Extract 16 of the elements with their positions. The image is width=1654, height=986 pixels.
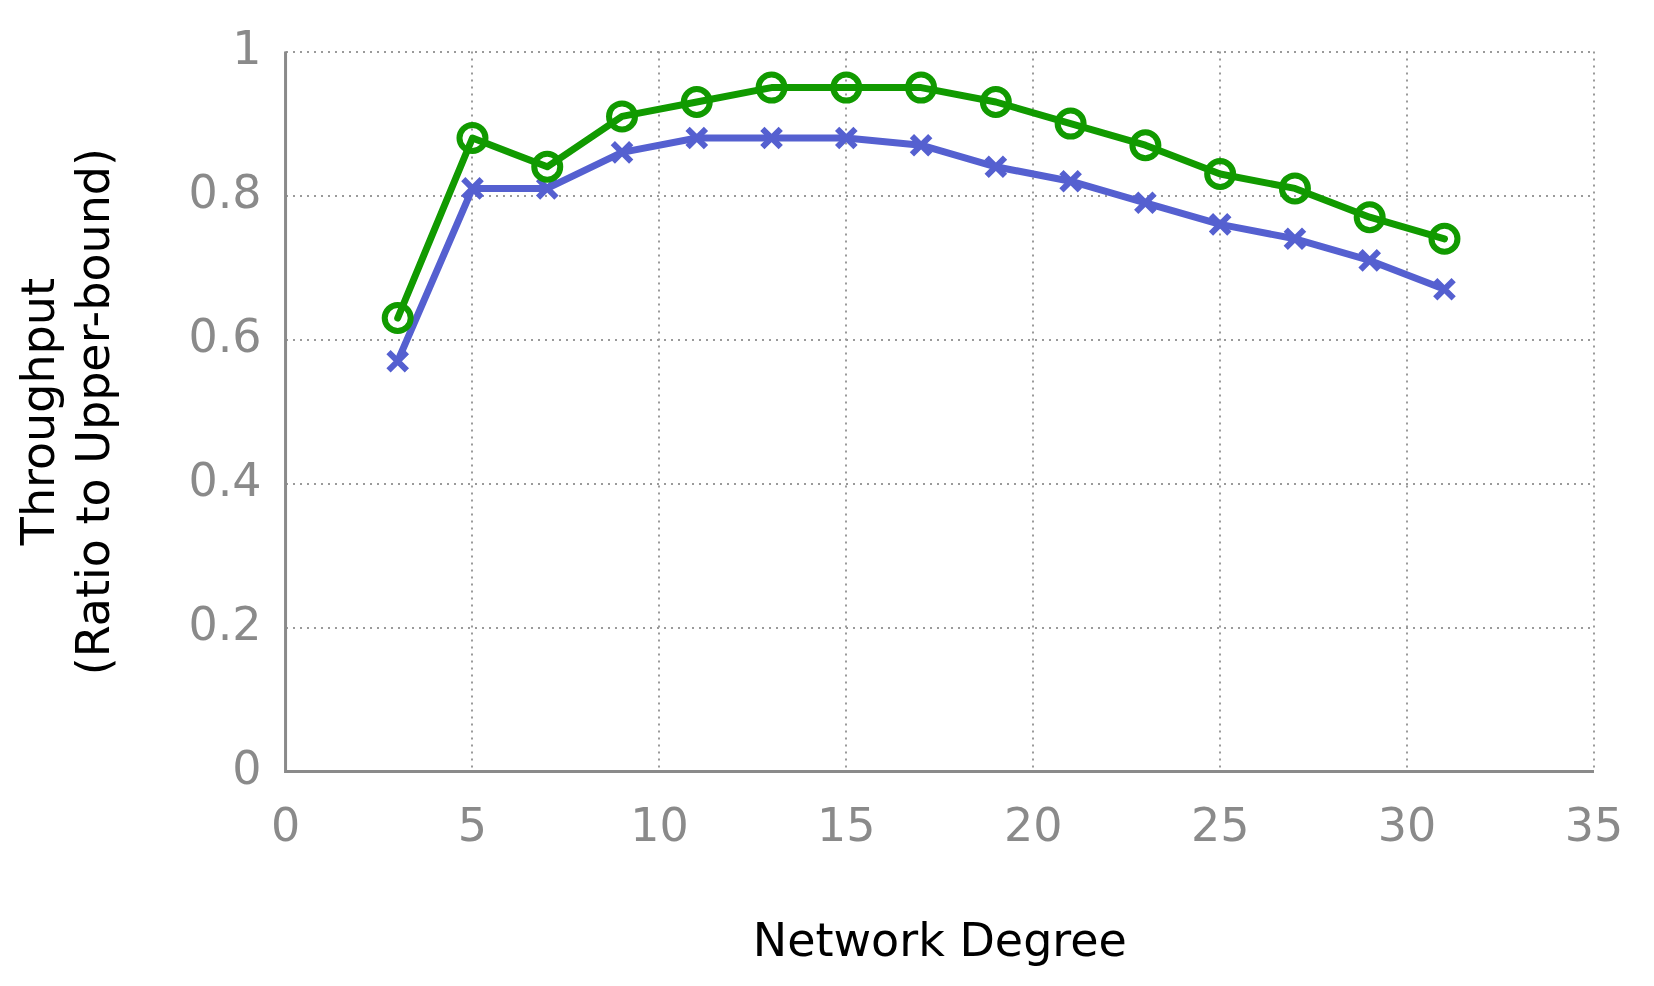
y-tick-label: 0 (232, 740, 262, 795)
x-axis-title: Network Degree (752, 913, 1127, 968)
y-tick-label: 0.8 (188, 164, 262, 219)
x-tick-label: 5 (457, 798, 488, 853)
y-axis-title: Throughput (Ratio to Upper-bound) (10, 148, 120, 676)
x-tick-label: 15 (817, 798, 876, 853)
x-tick-label: 20 (1003, 798, 1063, 853)
y-tick-label: 0.6 (188, 308, 262, 363)
x-tick-label: 10 (630, 798, 689, 853)
x-tick-label: 25 (1190, 798, 1250, 853)
y-tick-label: 0.4 (188, 452, 262, 507)
y-tick-label: 0.2 (188, 596, 262, 651)
x-tick-label: 30 (1377, 798, 1437, 853)
x-tick-label: 0 (270, 798, 301, 853)
y-tick-label: 1 (232, 20, 262, 75)
x-tick-label: 35 (1564, 798, 1624, 853)
